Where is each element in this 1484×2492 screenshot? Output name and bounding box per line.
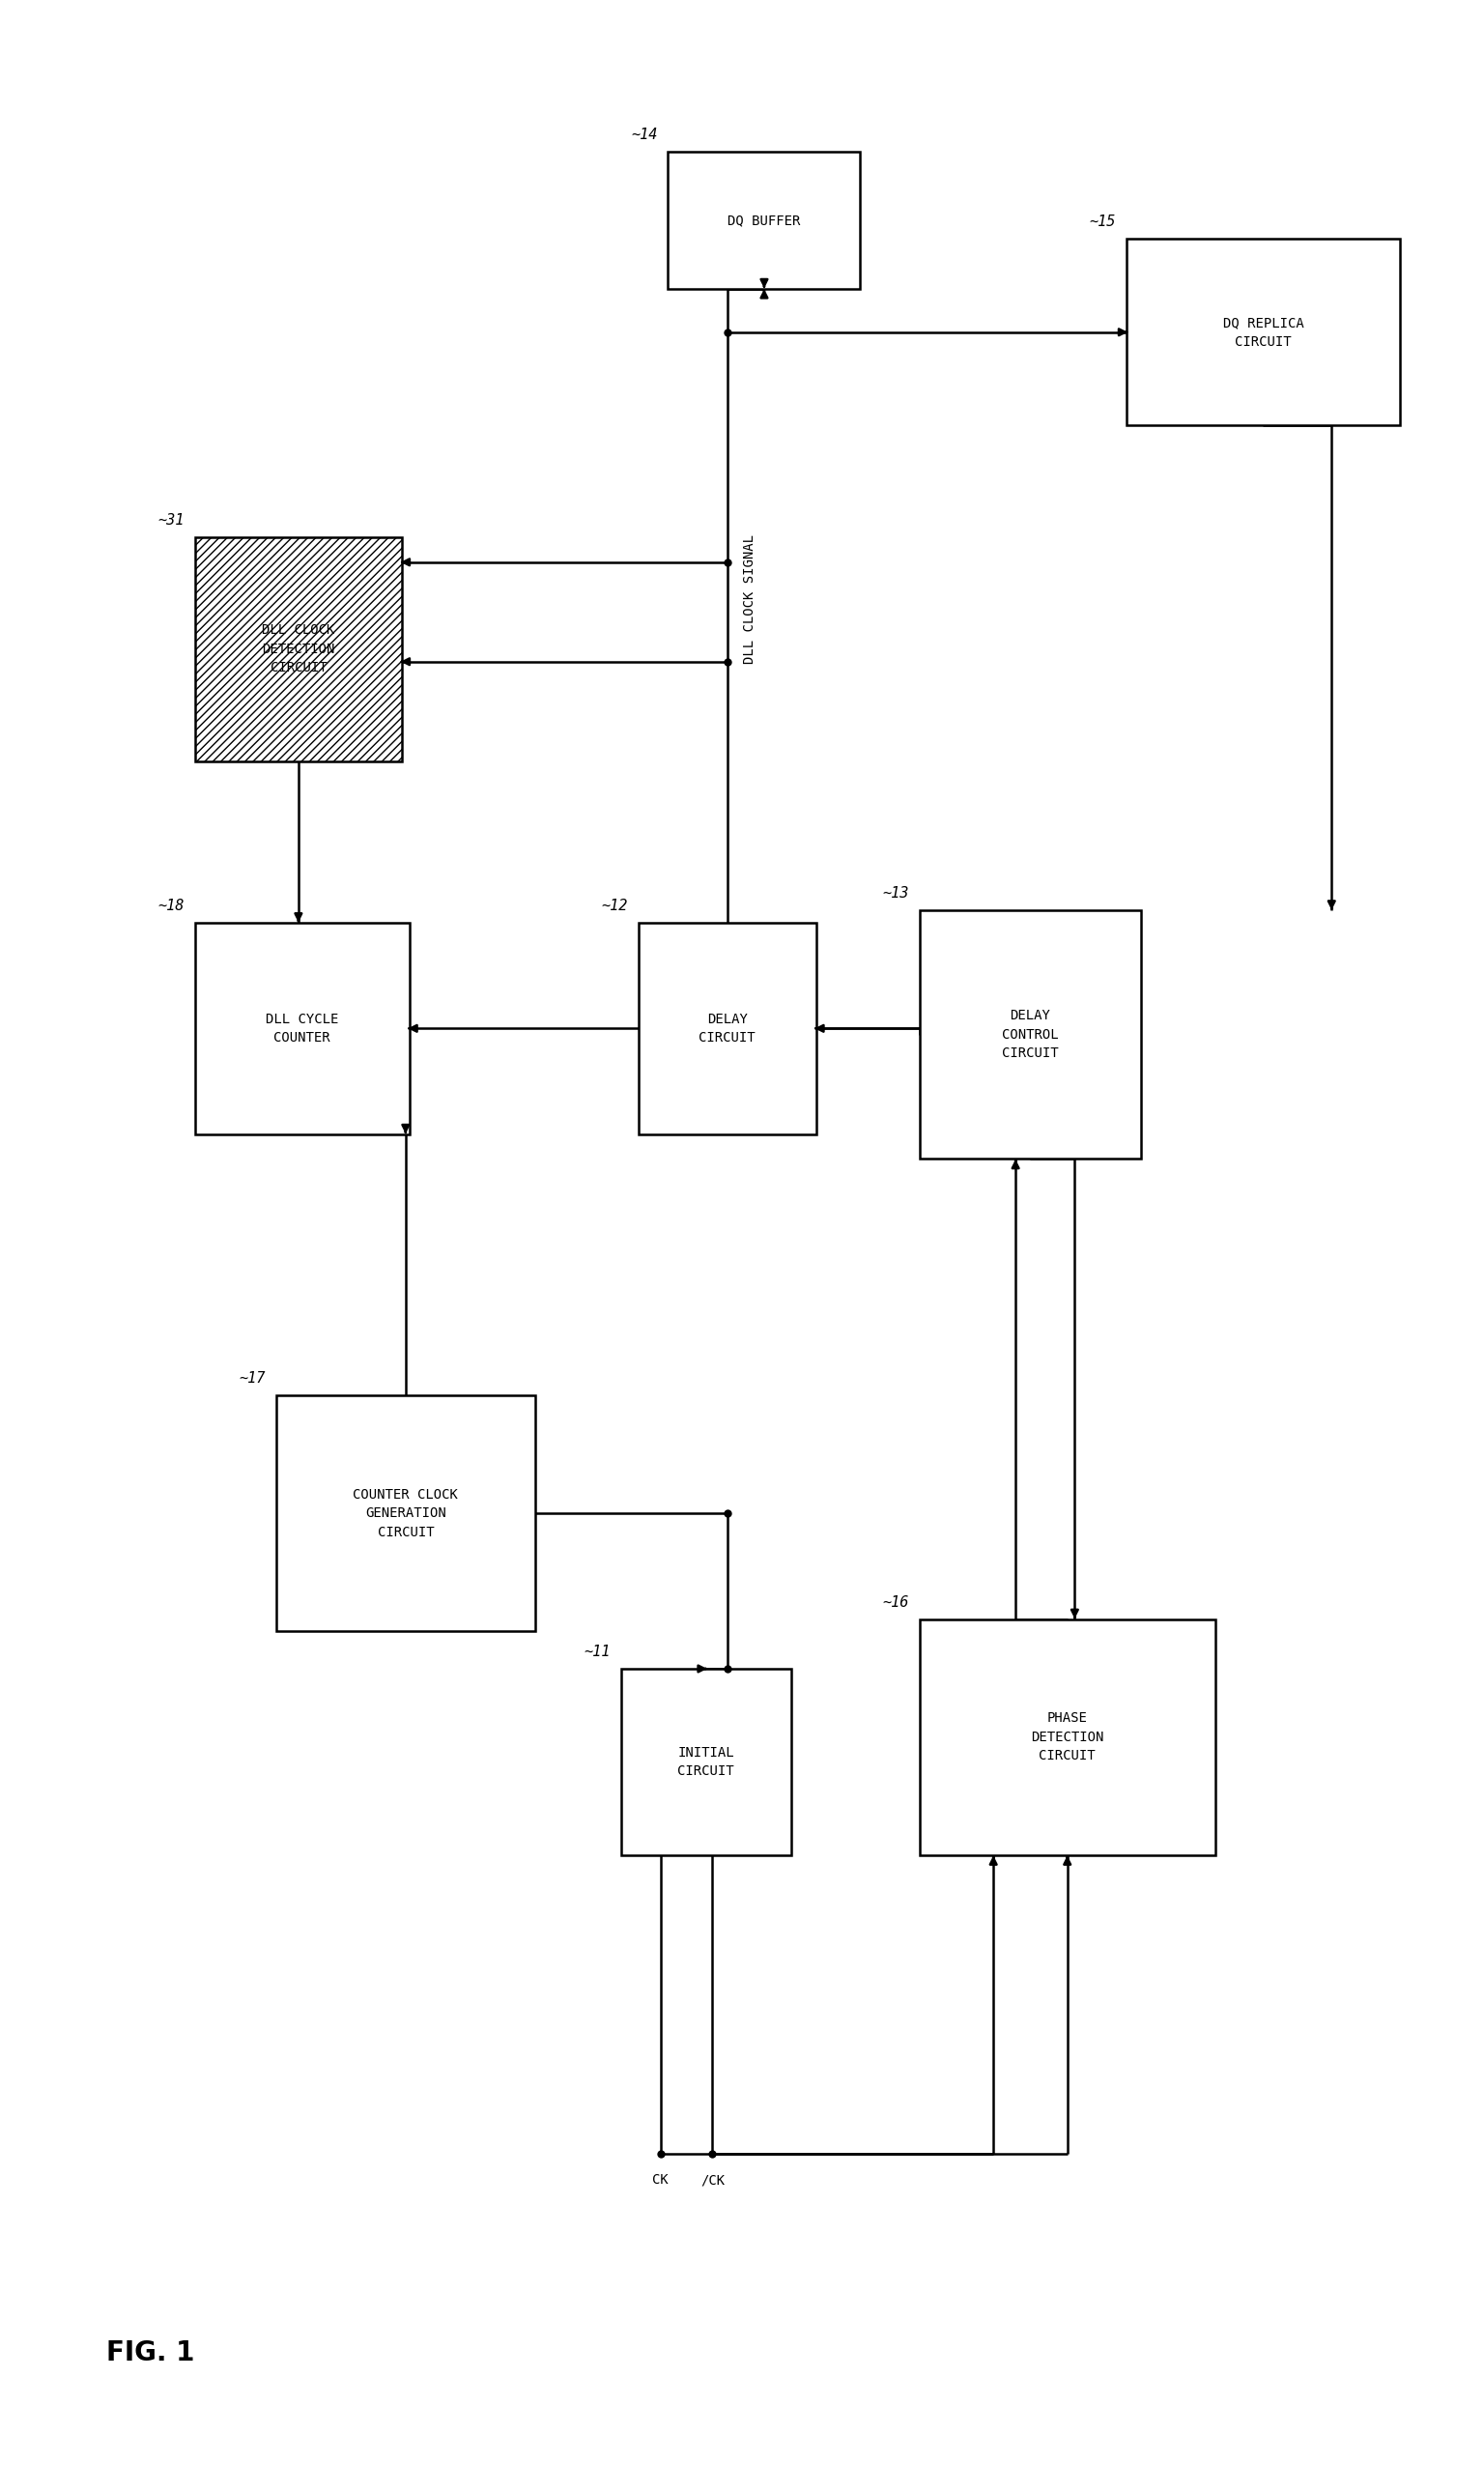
Text: DELAY
CONTROL
CIRCUIT: DELAY CONTROL CIRCUIT bbox=[1002, 1009, 1058, 1059]
Bar bbox=[194, 922, 410, 1134]
Bar bbox=[920, 910, 1141, 1159]
Text: DQ BUFFER: DQ BUFFER bbox=[727, 214, 800, 227]
Text: CK: CK bbox=[653, 2173, 669, 2188]
Text: COUNTER CLOCK
GENERATION
CIRCUIT: COUNTER CLOCK GENERATION CIRCUIT bbox=[353, 1488, 459, 1540]
Text: ~18: ~18 bbox=[157, 900, 184, 912]
Text: ~15: ~15 bbox=[1089, 214, 1116, 229]
Text: ~31: ~31 bbox=[157, 513, 184, 528]
Text: ~12: ~12 bbox=[601, 900, 628, 912]
Bar bbox=[194, 538, 402, 760]
Text: DLL CLOCK SIGNAL: DLL CLOCK SIGNAL bbox=[742, 536, 757, 665]
Text: INITIAL
CIRCUIT: INITIAL CIRCUIT bbox=[678, 1747, 735, 1779]
Text: ~14: ~14 bbox=[631, 127, 657, 142]
Text: ~11: ~11 bbox=[583, 1645, 610, 1660]
Bar bbox=[920, 1620, 1215, 1854]
Text: ~17: ~17 bbox=[239, 1371, 266, 1386]
Text: FIG. 1: FIG. 1 bbox=[107, 2340, 194, 2365]
Bar bbox=[276, 1396, 536, 1632]
Bar bbox=[668, 152, 861, 289]
Bar bbox=[638, 922, 816, 1134]
Text: DLL CLOCK
DETECTION
CIRCUIT: DLL CLOCK DETECTION CIRCUIT bbox=[263, 623, 335, 675]
Text: DELAY
CIRCUIT: DELAY CIRCUIT bbox=[699, 1012, 755, 1044]
Text: /CK: /CK bbox=[700, 2173, 724, 2188]
Text: DLL CYCLE
COUNTER: DLL CYCLE COUNTER bbox=[266, 1012, 338, 1044]
Text: DQ REPLICA
CIRCUIT: DQ REPLICA CIRCUIT bbox=[1223, 316, 1303, 349]
Bar bbox=[1126, 239, 1399, 426]
Text: ~13: ~13 bbox=[883, 887, 908, 900]
Text: PHASE
DETECTION
CIRCUIT: PHASE DETECTION CIRCUIT bbox=[1031, 1712, 1104, 1762]
Bar bbox=[620, 1670, 791, 1854]
Text: ~16: ~16 bbox=[883, 1595, 908, 1610]
